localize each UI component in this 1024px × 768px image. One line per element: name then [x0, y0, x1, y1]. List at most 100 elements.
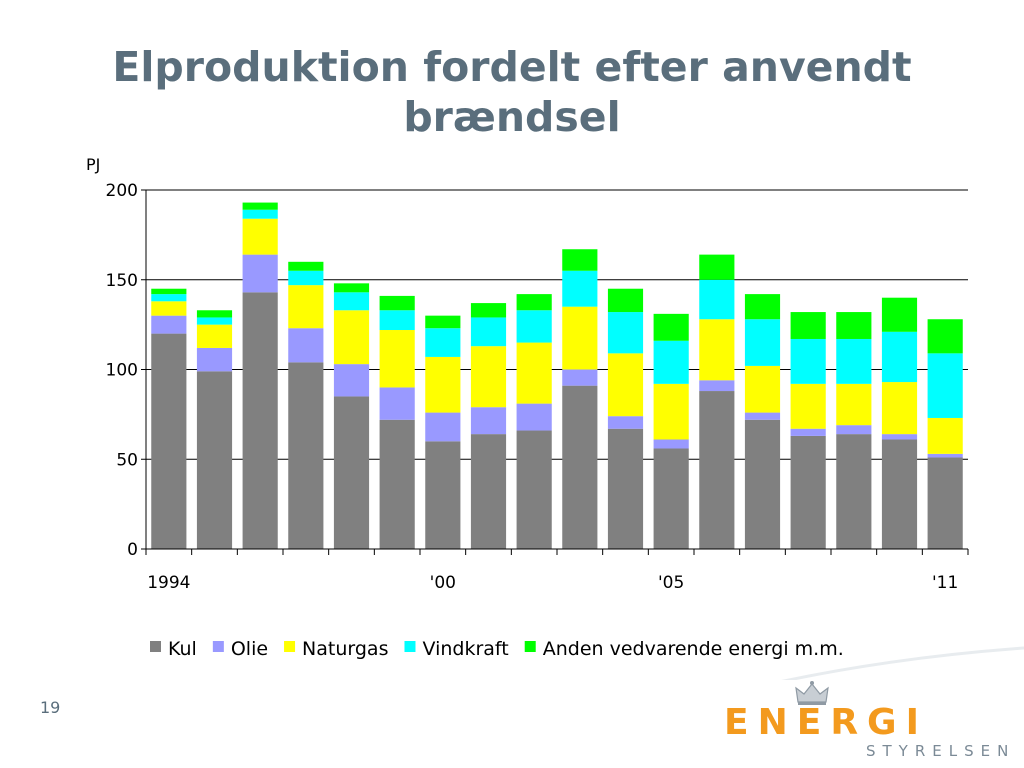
bar-segment: [470, 317, 507, 347]
bar-segment: [836, 425, 872, 435]
y-tick-label: 50: [116, 450, 138, 470]
bar-segment: [242, 292, 278, 549]
title-line-1: Elproduktion fordelt efter anvendt: [112, 43, 912, 91]
y-tick-label: 150: [106, 271, 138, 291]
bar-segment: [151, 294, 187, 302]
bar-segment: [881, 382, 918, 435]
bar-segment: [379, 419, 415, 549]
bar-segment: [333, 396, 370, 549]
bar-segment: [333, 310, 370, 365]
bar-segment: [288, 270, 324, 286]
bar-segment: [653, 439, 689, 449]
page-number: 19: [40, 698, 61, 717]
bar-segment: [607, 353, 644, 417]
bar-segment: [196, 371, 233, 549]
bar-segment: [699, 279, 735, 320]
bar-segment: [744, 365, 781, 413]
bar-segment: [425, 412, 461, 442]
bar-segment: [653, 313, 689, 341]
x-tick-label: 1994: [147, 573, 190, 593]
legend-swatch: [284, 641, 296, 652]
bar-segment: [881, 331, 918, 383]
bar-segment: [562, 385, 598, 549]
bar-segment: [288, 328, 324, 363]
bar-segment: [562, 369, 598, 386]
energistyrelsen-logo: ENERGI STYRELSEN: [720, 680, 1020, 768]
legend-swatch: [404, 641, 416, 652]
bar-segment: [425, 328, 461, 357]
bar-segment: [927, 453, 963, 458]
bar-segment: [196, 347, 233, 372]
bar-segment: [927, 353, 963, 418]
logo-word: ENERGI: [724, 702, 928, 743]
bar-segment: [836, 434, 872, 549]
legend-label: Anden vedvarende energi m.m.: [543, 638, 844, 660]
bar-segment: [470, 434, 507, 549]
bar-segment: [516, 294, 552, 311]
legend-swatch: [150, 641, 161, 652]
bar-segment: [288, 362, 324, 549]
bar-segment: [881, 434, 918, 440]
bar-segment: [562, 249, 598, 271]
stacked-bar-chart: 0 50 100 150 200 PJ 1994 '00 '05 '11 Kul Olie Naturg…: [86, 155, 1024, 680]
x-tick-label: '11: [932, 573, 958, 593]
bar-segment: [242, 202, 278, 210]
bar-segment: [379, 310, 415, 331]
bar-segment: [607, 416, 644, 429]
bar-segment: [699, 391, 735, 549]
legend-swatch: [212, 641, 224, 652]
bar-segment: [744, 294, 781, 320]
bar-segment: [242, 254, 278, 293]
x-tick-label: '05: [658, 573, 684, 593]
bar-segment: [516, 342, 552, 404]
bar-segment: [836, 312, 872, 339]
bar-segment: [242, 218, 278, 255]
bar-segment: [927, 417, 963, 454]
bar-segment: [699, 254, 735, 280]
x-tick-label: '00: [430, 573, 456, 593]
bar-segment: [653, 340, 689, 384]
bar-segment: [151, 301, 187, 316]
bar-segment: [516, 430, 552, 549]
bar-segment: [196, 310, 233, 318]
bar-segment: [425, 315, 461, 329]
bar-segment: [836, 338, 872, 384]
bar-segment: [288, 285, 324, 329]
legend-label: Olie: [231, 638, 268, 660]
bar-segment: [470, 303, 507, 318]
bar-segment: [790, 428, 826, 436]
bar-segment: [379, 330, 415, 388]
legend-label: Kul: [168, 638, 197, 660]
page-title: Elproduktion fordelt efter anvendt brænd…: [0, 42, 1024, 142]
y-tick-label: 0: [127, 540, 138, 560]
bar-segment: [425, 441, 461, 549]
bar-segment: [699, 319, 735, 381]
legend-label: Naturgas: [302, 638, 388, 660]
bar-segment: [288, 261, 324, 271]
bar-segment: [744, 419, 781, 549]
bar-segment: [607, 428, 644, 549]
bar-segment: [790, 435, 826, 549]
bar-segment: [516, 403, 552, 431]
logo-subtitle: STYRELSEN: [866, 742, 1016, 760]
bar-segment: [699, 380, 735, 392]
bar-segment: [470, 346, 507, 408]
bar-segment: [151, 315, 187, 334]
bar-segment: [151, 288, 187, 295]
bar-segment: [790, 338, 826, 384]
crown-icon: [795, 681, 829, 705]
bar-segment: [881, 297, 918, 332]
bar-segment: [516, 310, 552, 343]
bar-segment: [744, 412, 781, 420]
bar-segment: [562, 306, 598, 370]
bar-segment: [927, 457, 963, 549]
bar-segment: [196, 324, 233, 348]
bar-segment: [151, 333, 187, 549]
bar-segment: [881, 439, 918, 549]
bar-segment: [836, 383, 872, 426]
bar-segment: [333, 292, 370, 311]
bar-segment: [379, 387, 415, 420]
bar-segment: [379, 295, 415, 311]
bar-segment: [196, 317, 233, 325]
bar-segment: [562, 270, 598, 307]
